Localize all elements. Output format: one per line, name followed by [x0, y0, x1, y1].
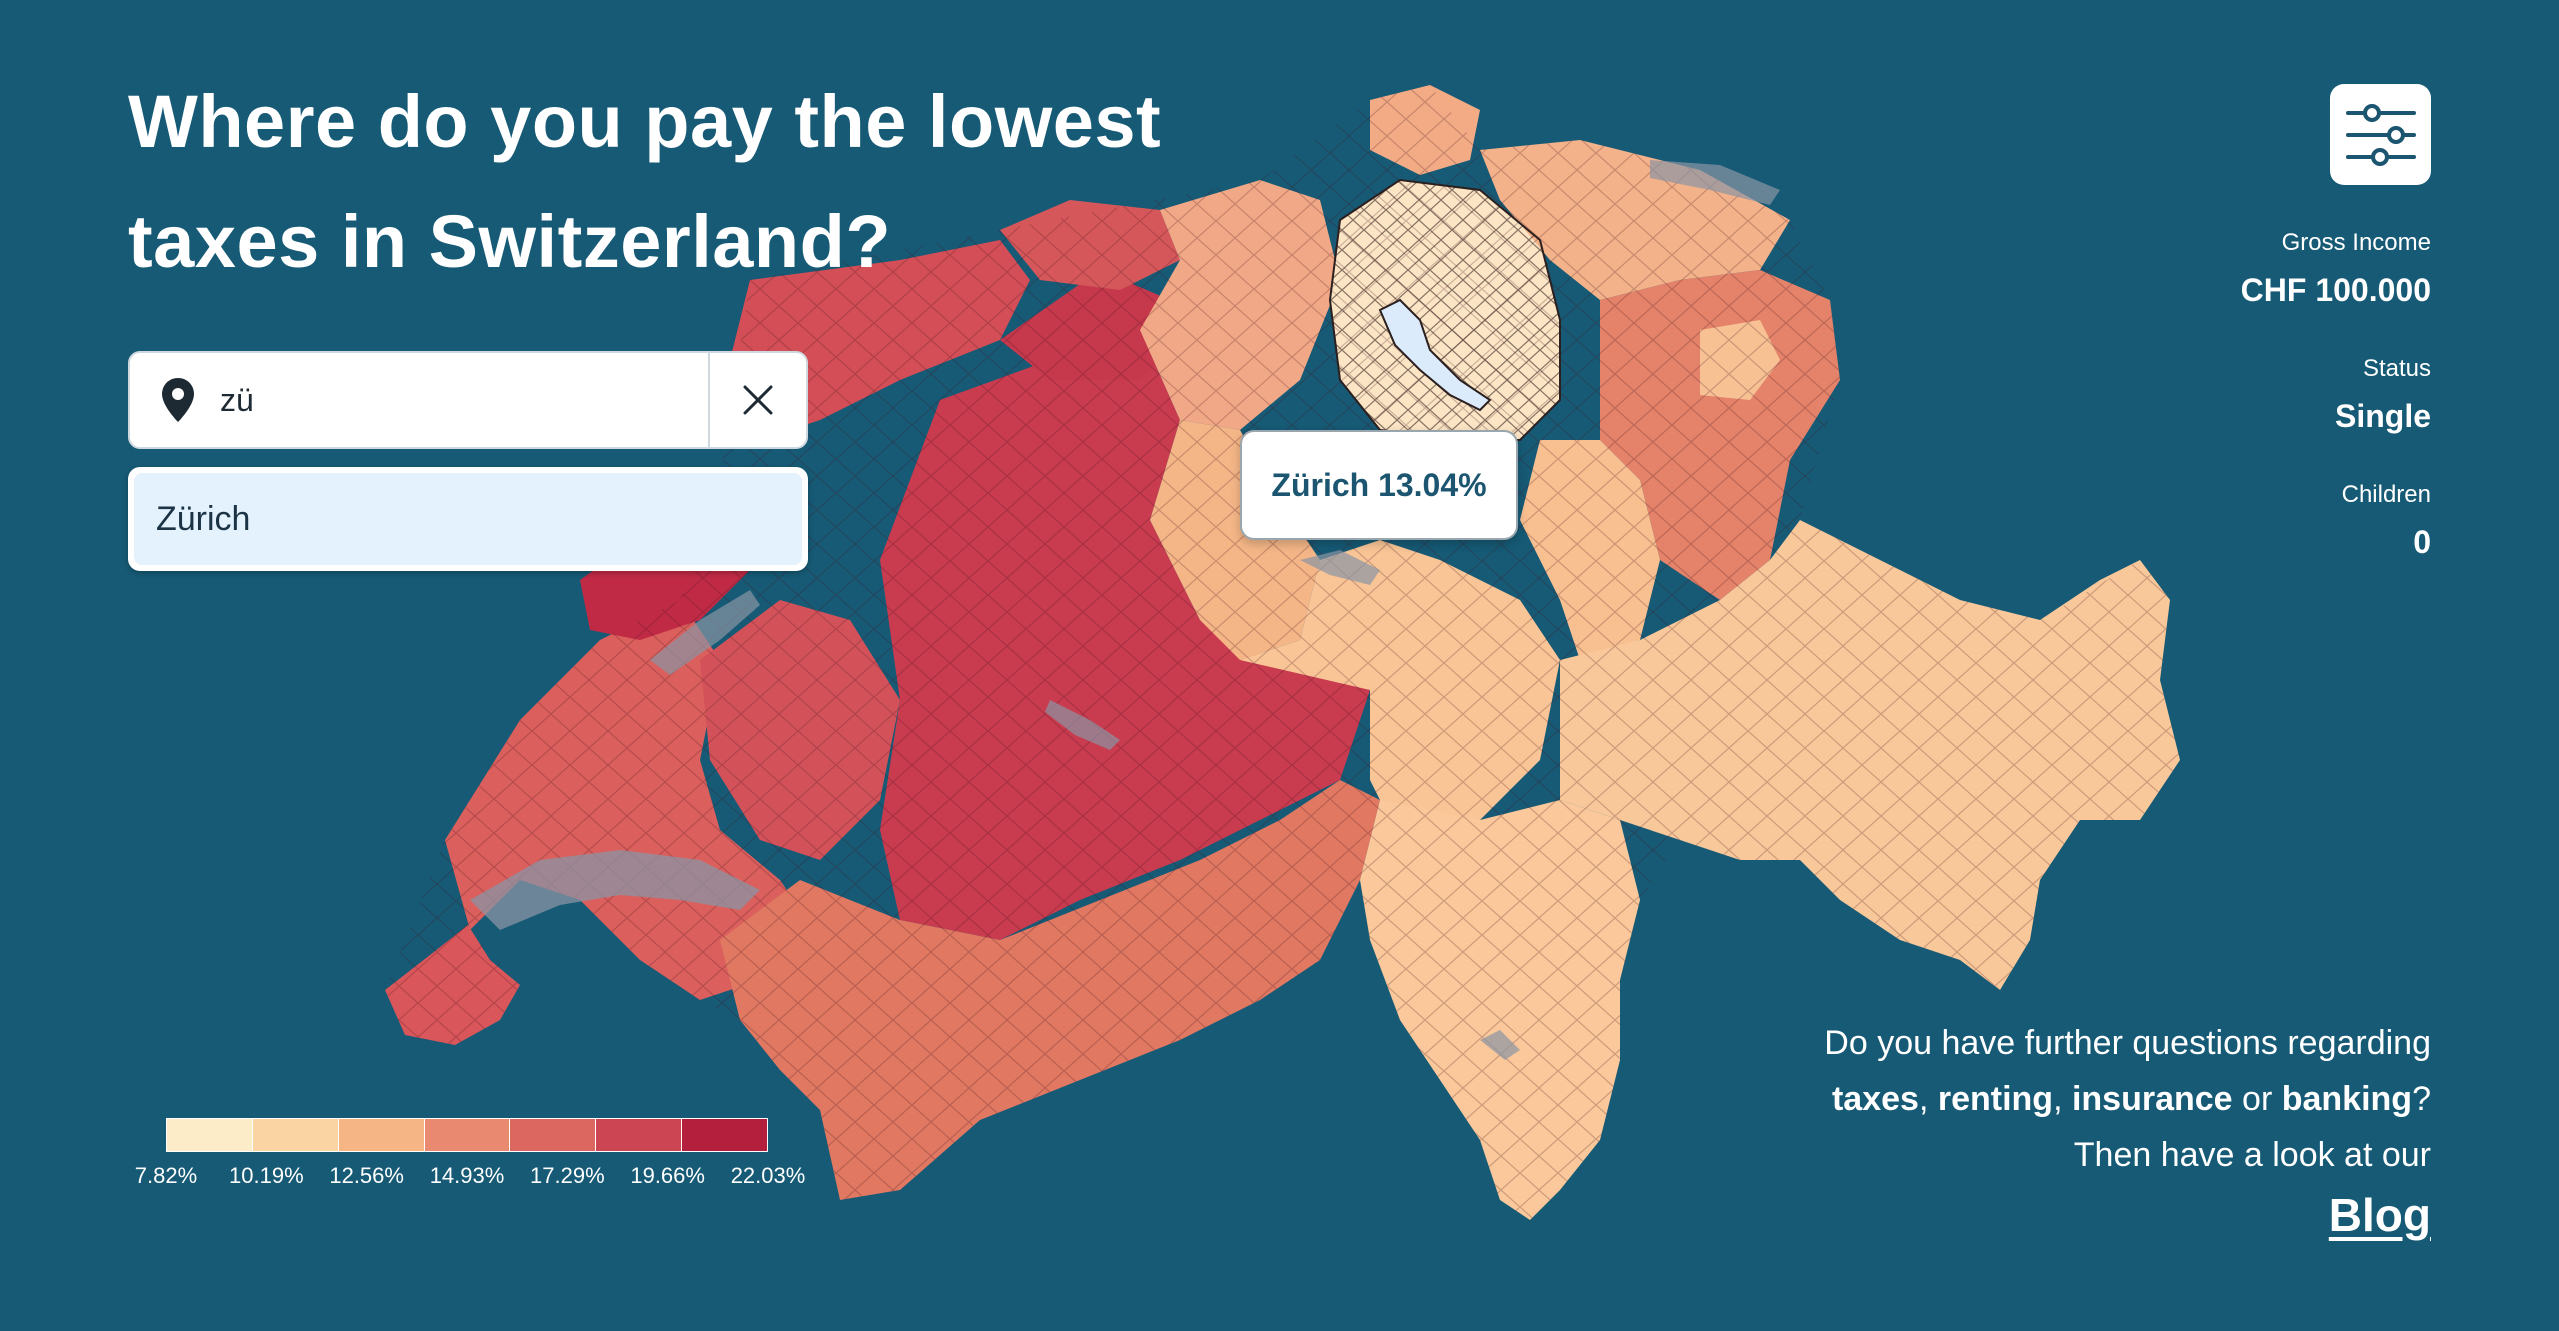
legend-swatch	[682, 1119, 768, 1151]
color-legend	[166, 1118, 768, 1152]
legend-label: 12.56%	[329, 1163, 404, 1188]
title-line-2: taxes in Switzerland?	[128, 200, 892, 283]
settings-button[interactable]	[2330, 84, 2431, 185]
lake-lucerne	[1300, 550, 1380, 585]
search-input[interactable]	[200, 353, 708, 447]
lake-constance	[1650, 160, 1780, 205]
municipal-borders	[385, 85, 2180, 1220]
search-suggestions: Zürich	[128, 467, 808, 571]
zurich-municipal-borders	[1328, 178, 1561, 441]
status-value: Single	[2334, 398, 2431, 434]
promo-renting: renting	[1937, 1080, 2054, 1118]
suggestion-item[interactable]: Zürich	[134, 473, 802, 565]
legend-swatch	[424, 1119, 511, 1151]
sliders-icon	[2345, 103, 2416, 166]
promo-line-2: taxes, renting, insurance or banking?	[1831, 1080, 2431, 1118]
blog-promo: Do you have further questions regarding …	[1531, 1015, 2431, 1183]
legend-label: 22.03%	[730, 1163, 806, 1188]
page-title: Where do you pay the lowest taxes in Swi…	[128, 62, 1328, 302]
search-box	[128, 351, 808, 449]
promo-line-1: Do you have further questions regarding	[1824, 1024, 2431, 1062]
promo-banking: banking	[2281, 1080, 2413, 1118]
legend-label: 14.93%	[429, 1163, 505, 1188]
lake-zurich	[1378, 298, 1492, 412]
lake-geneva	[470, 850, 760, 930]
legend-swatch	[167, 1119, 253, 1151]
promo-line-3: Then have a look at our	[2073, 1136, 2431, 1174]
legend-label: 19.66%	[630, 1163, 705, 1188]
map-tooltip: Zürich 13.04%	[1240, 430, 1518, 540]
legend-swatch	[510, 1119, 597, 1151]
promo-or: or	[2242, 1080, 2273, 1118]
legend-labels: 7.82% 10.19% 12.56% 14.93% 17.29% 19.66% 22.03…	[126, 1163, 816, 1193]
lake-thun	[1045, 700, 1120, 750]
clear-search-button[interactable]	[708, 353, 806, 447]
gross-income-value: CHF 100.000	[2240, 272, 2431, 308]
legend-label: 7.82%	[134, 1163, 198, 1188]
legend-label: 17.29%	[530, 1163, 605, 1188]
legend-swatch	[338, 1119, 425, 1151]
promo-taxes: taxes	[1831, 1080, 1919, 1118]
legend-swatch	[596, 1119, 683, 1151]
status-info[interactable]: Status Single	[2335, 354, 2431, 436]
status-label: Status	[2362, 355, 2431, 382]
close-icon	[743, 385, 773, 415]
lake-neuchatel	[650, 590, 760, 675]
gross-income-label: Gross Income	[2281, 229, 2431, 256]
promo-insurance: insurance	[2071, 1080, 2233, 1118]
location-pin-icon	[156, 372, 200, 428]
title-line-1: Where do you pay the lowest	[128, 80, 1162, 163]
legend-swatch	[252, 1119, 339, 1151]
legend-label: 10.19%	[229, 1163, 304, 1188]
blog-link[interactable]: Blog	[2328, 1189, 2431, 1241]
gross-income-info[interactable]: Gross Income CHF 100.000	[2241, 228, 2431, 310]
children-label: Children	[2341, 481, 2431, 508]
children-value: 0	[2413, 524, 2431, 560]
children-info[interactable]: Children 0	[2342, 480, 2431, 562]
lake-maggiore	[1480, 1030, 1520, 1060]
